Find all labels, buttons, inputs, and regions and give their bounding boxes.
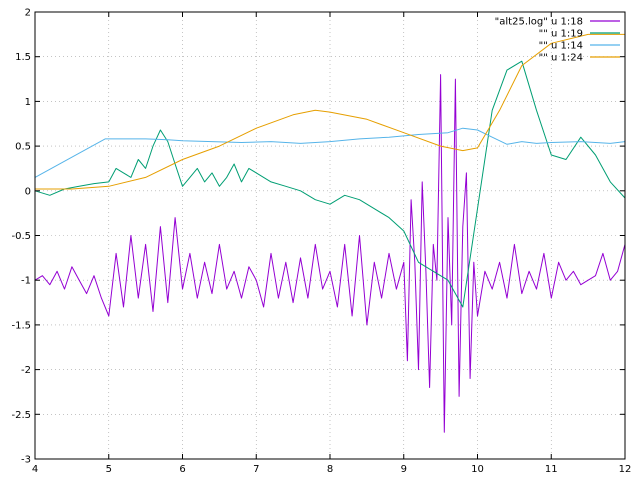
y-tick-label: -0.5 <box>11 231 31 242</box>
series-line-2 <box>34 127 626 178</box>
y-tick-label: 0.5 <box>15 142 31 153</box>
axis-ticks: 4 5 6 7 8 9 10 11 12 -3 -2.5 -2 -1.5 -1 -0.5 0 0.5 1 1.5 2 <box>11 8 631 476</box>
y-tick-label: 1 <box>25 97 31 108</box>
x-tick-label: 12 <box>619 464 632 475</box>
x-tick-label: 8 <box>327 464 333 475</box>
y-tick-label: -1 <box>21 276 31 287</box>
y-tick-label: -2 <box>21 365 31 376</box>
y-tick-label: 0 <box>25 186 31 197</box>
legend-label-1: "" u 1:19 <box>539 29 583 40</box>
x-tick-label: 5 <box>106 464 112 475</box>
legend: "alt25.log" u 1:18"" u 1:19"" u 1:14"" u… <box>495 17 620 64</box>
legend-label-0: "alt25.log" u 1:18 <box>495 17 583 28</box>
series-line-1 <box>34 60 626 308</box>
y-tick-label: 1.5 <box>15 52 31 63</box>
y-tick-label: -2.5 <box>11 410 31 421</box>
series-group <box>34 33 626 433</box>
series-line-0 <box>34 74 626 433</box>
legend-label-2: "" u 1:14 <box>539 41 583 52</box>
x-tick-label: 4 <box>32 464 38 475</box>
x-tick-label: 10 <box>471 464 484 475</box>
y-tick-label: 2 <box>25 8 31 19</box>
x-tick-label: 7 <box>253 464 259 475</box>
series-line-3 <box>35 33 625 190</box>
x-tick-label: 6 <box>179 464 185 475</box>
y-tick-label: -1.5 <box>11 320 31 331</box>
x-tick-label: 11 <box>545 464 558 475</box>
x-tick-label: 9 <box>401 464 407 475</box>
grid <box>35 12 625 459</box>
legend-label-3: "" u 1:24 <box>539 53 583 64</box>
y-tick-label: -3 <box>21 455 31 466</box>
